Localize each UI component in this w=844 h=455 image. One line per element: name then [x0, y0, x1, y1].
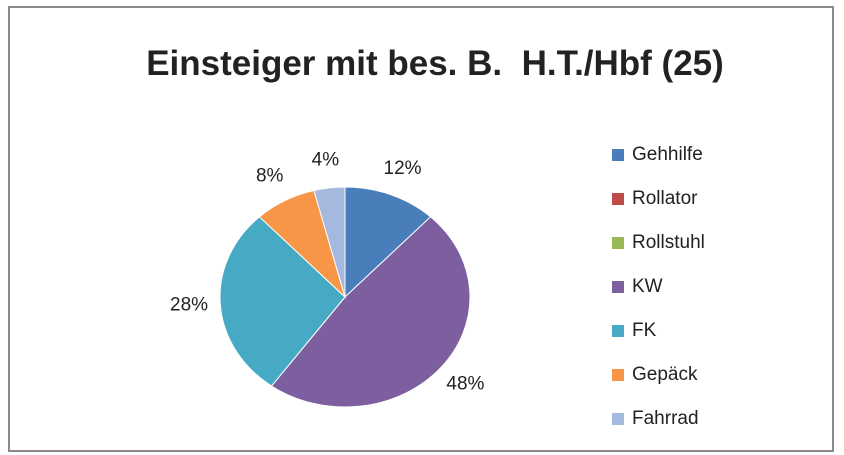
pie-slice [270, 216, 471, 408]
legend-label: FK [632, 320, 657, 341]
legend-swatch [612, 237, 624, 249]
data-label: 4% [312, 150, 340, 171]
pie-slice [219, 216, 346, 387]
legend-swatch [612, 193, 624, 205]
data-label: 48% [446, 374, 484, 395]
data-label: 28% [170, 295, 208, 316]
pie-slice [344, 186, 432, 299]
legend-label: Gehhilfe [632, 144, 703, 165]
legend-label: Fahrrad [632, 408, 699, 429]
data-label: 12% [384, 158, 422, 179]
legend-swatch [612, 149, 624, 161]
legend-label: Gepäck [632, 364, 698, 385]
chart-title: Einsteiger mit bes. B. H.T./Hbf (25) [146, 44, 724, 83]
legend-label: KW [632, 276, 663, 297]
legend-swatch [612, 369, 624, 381]
chart-frame [8, 6, 834, 452]
data-label: 8% [256, 166, 284, 187]
pie-slice [313, 186, 346, 298]
legend-swatch [612, 413, 624, 425]
legend-label: Rollator [632, 188, 698, 209]
legend-swatch [612, 281, 624, 293]
legend-label: Rollstuhl [632, 232, 705, 253]
legend-swatch [612, 325, 624, 337]
